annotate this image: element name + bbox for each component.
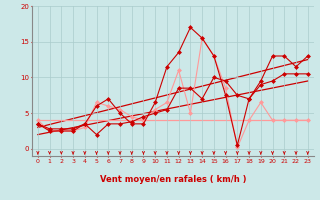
X-axis label: Vent moyen/en rafales ( km/h ): Vent moyen/en rafales ( km/h ) (100, 175, 246, 184)
